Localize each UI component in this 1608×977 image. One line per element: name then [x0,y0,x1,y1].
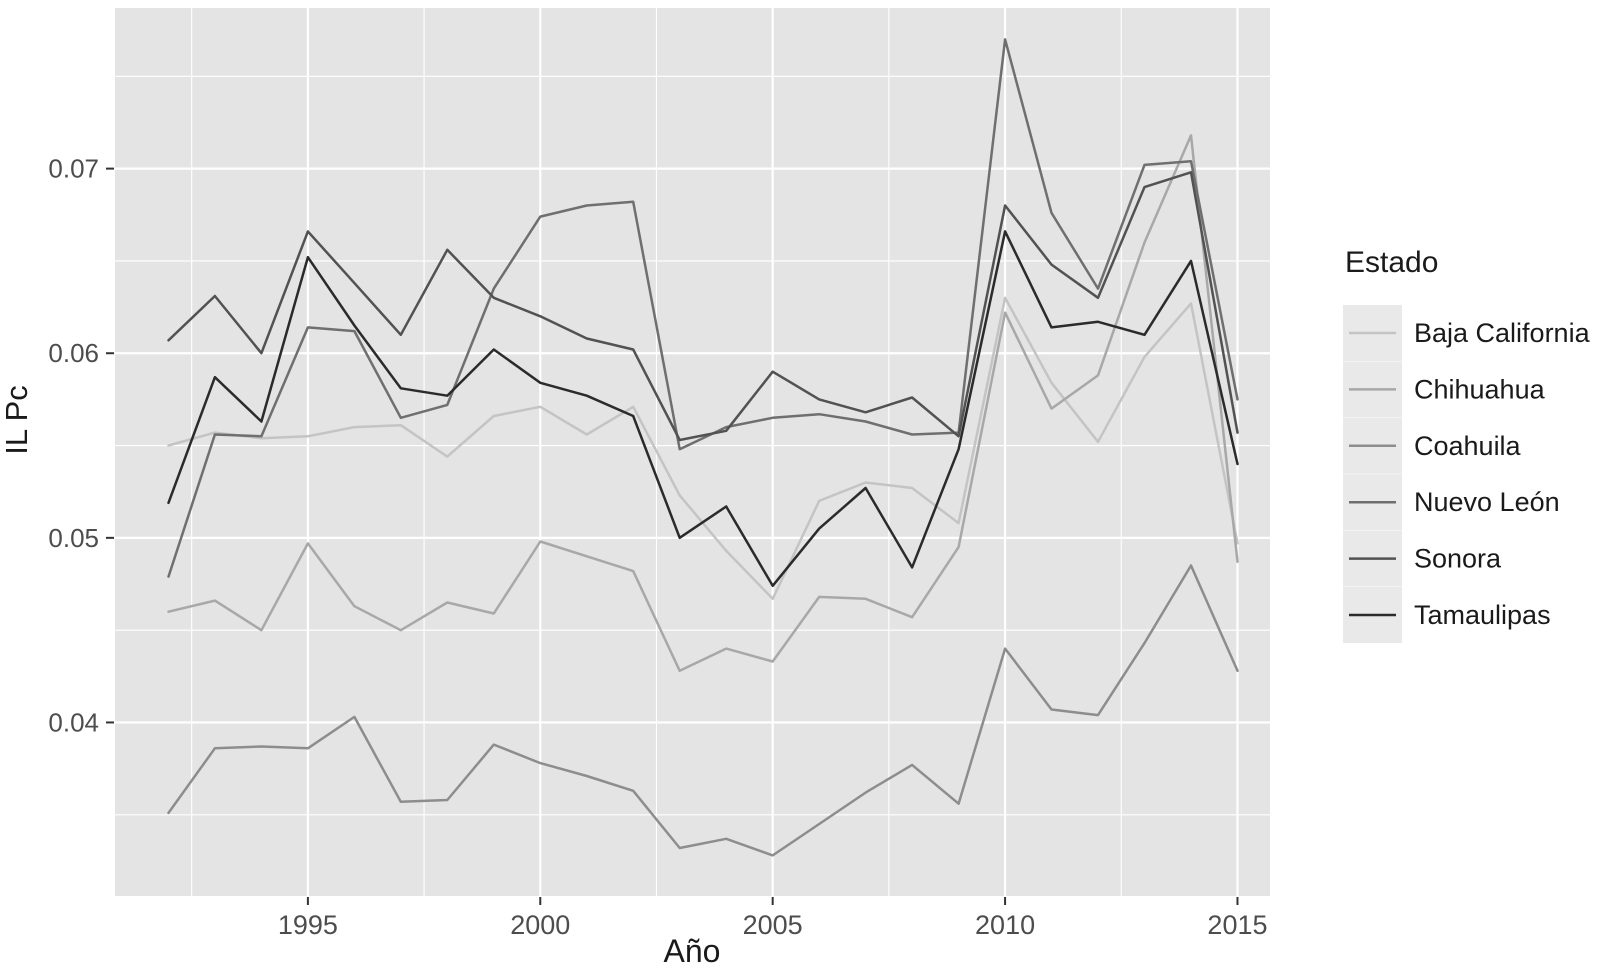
legend-label-nuevo-leon: Nuevo León [1414,487,1560,517]
legend-label-tamaulipas: Tamaulipas [1414,600,1551,630]
x-tick-label: 2000 [510,910,570,940]
series-lines [167,38,1239,857]
x-tick-label: 2005 [743,910,803,940]
plot-root: 0.04 0.05 0.06 0.07 1995 2000 2005 2010 2015 [48,8,1270,940]
legend-label-sonora: Sonora [1414,544,1502,574]
line-series-tamaulipas [167,230,1239,588]
major-gridlines [115,8,1270,896]
x-tick-label: 2010 [975,910,1035,940]
y-axis-title: IL Pc [0,385,34,455]
x-axis-title: Año [664,933,721,969]
legend-label-coahuila: Coahuila [1414,431,1522,461]
y-tick-label: 0.05 [48,523,99,553]
line-series-coahuila [167,564,1239,857]
line-series-sonora [167,171,1239,442]
y-tick-label: 0.04 [48,707,99,737]
axis-ticks [106,167,1239,905]
axis-tick-labels: 0.04 0.05 0.06 0.07 1995 2000 2005 2010 2015 [48,154,1267,940]
legend: Baja California Chihuahua Coahuila Nuevo Le… [1343,305,1591,643]
line-series-nuevo-leon [167,38,1239,578]
y-tick-label: 0.07 [48,154,99,184]
line-series-chihuahua [167,134,1239,673]
x-tick-label: 1995 [278,910,338,940]
legend-title: Estado [1345,246,1438,279]
x-tick-label: 2015 [1207,910,1267,940]
plot-panel [115,8,1270,896]
legend-label-chihuahua: Chihuahua [1414,374,1546,404]
legend-label-baja-california: Baja California [1414,318,1591,348]
y-tick-label: 0.06 [48,338,99,368]
